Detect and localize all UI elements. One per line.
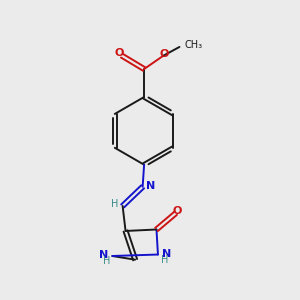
Text: H: H	[111, 200, 118, 209]
Text: O: O	[173, 206, 182, 216]
Text: O: O	[115, 48, 124, 59]
Text: CH₃: CH₃	[185, 40, 203, 50]
Text: O: O	[160, 49, 169, 59]
Text: H: H	[161, 255, 168, 265]
Text: N: N	[146, 181, 156, 191]
Text: N: N	[162, 249, 171, 259]
Text: H: H	[103, 256, 110, 266]
Text: N: N	[99, 250, 108, 260]
